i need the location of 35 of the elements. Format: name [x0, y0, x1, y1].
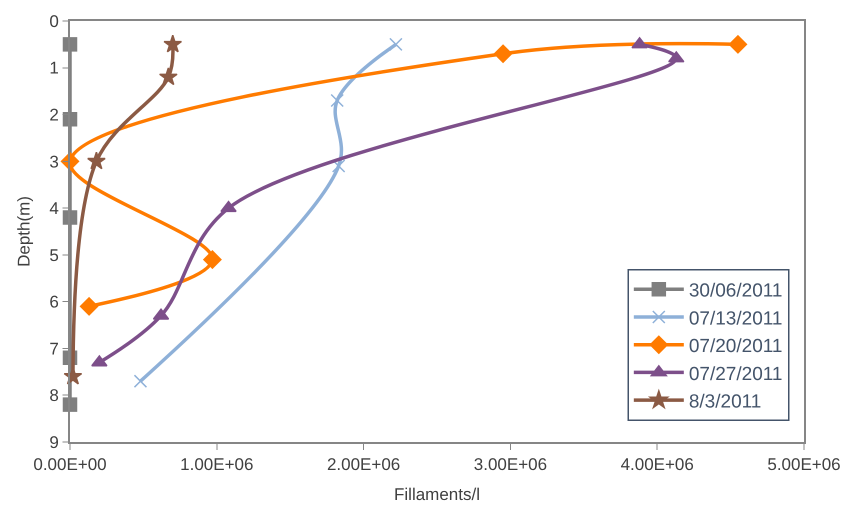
- y-axis-title: Depth(m): [14, 196, 34, 267]
- x-axis-title: Fillaments/l: [394, 485, 480, 504]
- point: [80, 297, 98, 316]
- y-tick-label: 6: [49, 292, 59, 312]
- point: [158, 67, 178, 86]
- y-tick-label: 4: [49, 199, 59, 218]
- legend-label: 30/06/2011: [688, 280, 783, 302]
- point: [152, 308, 170, 320]
- x-tick-label: 0.00E+00: [33, 455, 107, 474]
- point: [134, 374, 148, 388]
- point: [203, 250, 222, 269]
- y-tick-label: 9: [49, 432, 59, 452]
- x-tick-label: 2.00E+06: [326, 455, 400, 474]
- point: [728, 35, 748, 54]
- legend-label: 07/20/2011: [688, 336, 783, 358]
- x-tick-label: 1.00E+06: [180, 455, 254, 474]
- x-tick-label: 5.00E+06: [767, 455, 841, 474]
- legend-label: 8/3/2011: [688, 392, 762, 413]
- y-tick-label: 3: [49, 152, 59, 172]
- y-tick-label: 0: [49, 12, 59, 31]
- point: [163, 34, 182, 52]
- y-tick-label: 7: [49, 339, 59, 358]
- x-tick-label: 3.00E+06: [474, 455, 548, 474]
- legend-label: 07/27/2011: [688, 364, 783, 385]
- legend-label: 07/13/2011: [688, 308, 783, 330]
- point: [494, 44, 512, 63]
- point: [330, 94, 344, 108]
- point: [389, 38, 403, 52]
- y-tick-label: 8: [49, 386, 59, 406]
- point: [220, 200, 237, 212]
- point: [87, 151, 106, 170]
- y-tick-label: 5: [49, 246, 59, 265]
- y-tick-label: 1: [49, 58, 59, 78]
- x-tick-label: 4.00E+06: [620, 455, 694, 474]
- y-tick-label: 2: [49, 106, 59, 125]
